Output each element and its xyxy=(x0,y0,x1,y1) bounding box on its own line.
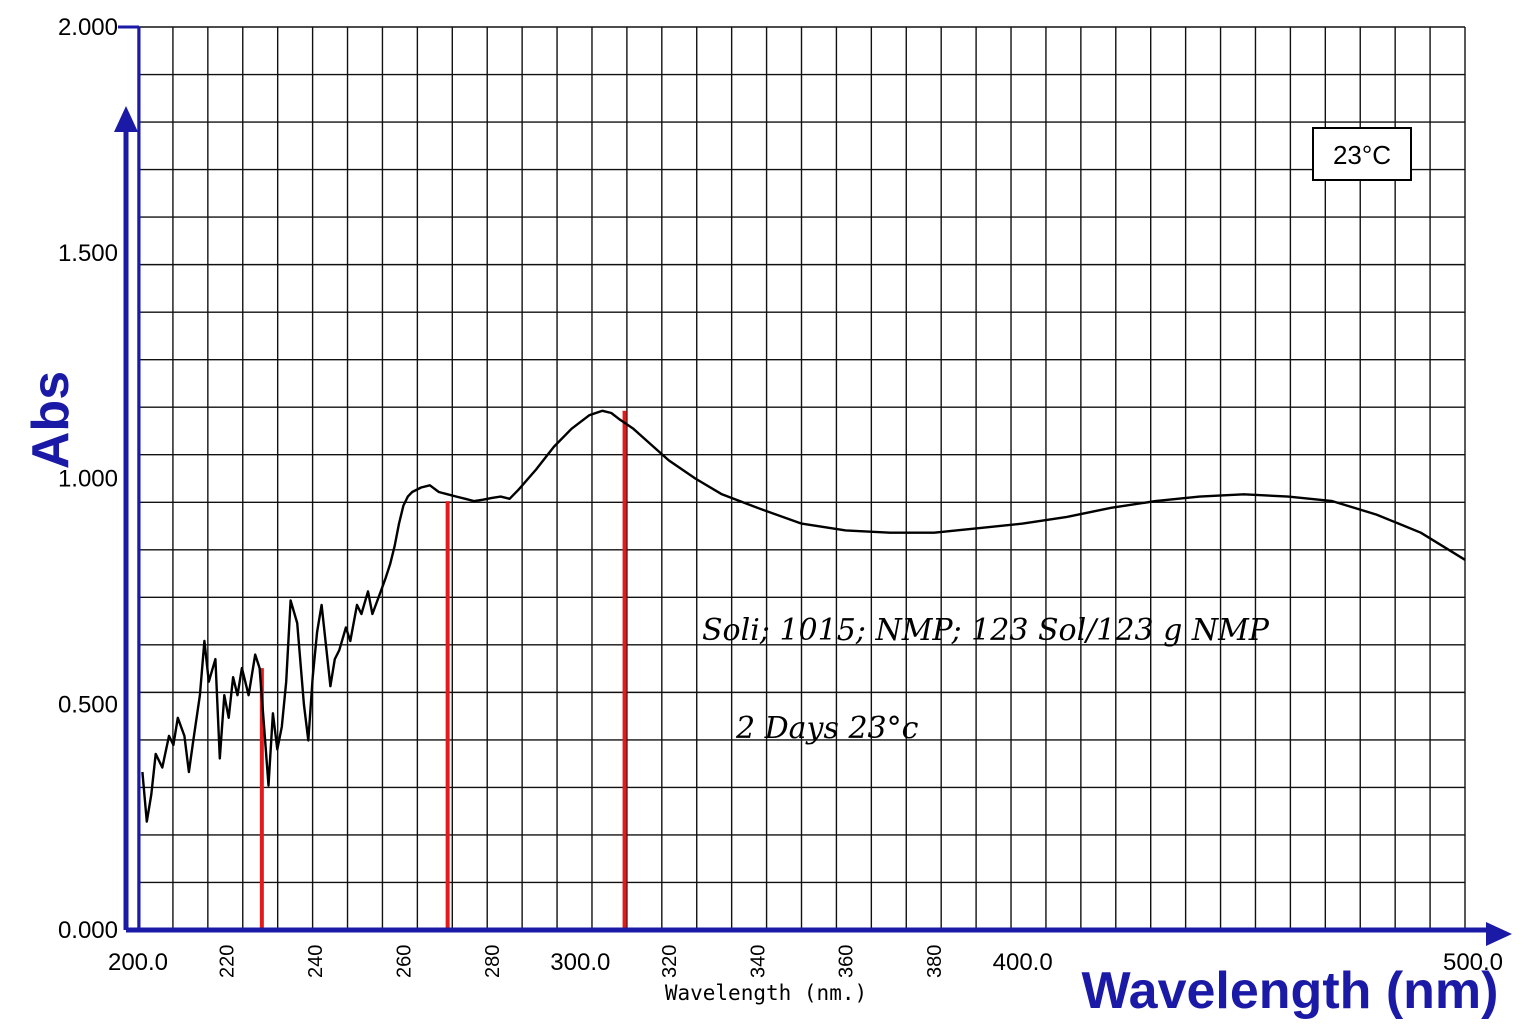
temperature-box-text: 23°C xyxy=(1333,140,1391,170)
x-minor-tick-label: 320 xyxy=(659,945,681,978)
y-tick-label: 1.500 xyxy=(58,240,118,267)
y-axis-arrow-icon xyxy=(114,106,138,132)
x-tick-label: 500.0 xyxy=(1443,949,1503,976)
grid xyxy=(137,26,1466,931)
x-minor-tick-label: 240 xyxy=(305,945,327,978)
spectrum-line xyxy=(141,409,1466,823)
x-axis-label: Wavelength (nm) xyxy=(1082,962,1499,1020)
x-minor-tick-label: 220 xyxy=(216,945,238,978)
x-tick-label: 400.0 xyxy=(993,949,1053,976)
y-tick-label: 1.000 xyxy=(58,466,118,493)
y-tick-label: 2.000 xyxy=(58,14,118,41)
y-tick-label: 0.000 xyxy=(58,917,118,944)
x-minor-tick-label: 380 xyxy=(924,945,946,978)
tick-labels: 0.000 0.500 1.000 1.500 2.000 200.0 300.0 400.0… xyxy=(58,14,1503,978)
annotation-line-2: 2 Days 23°c xyxy=(735,711,919,746)
x-axis-label-small: Wavelength (nm.) xyxy=(665,981,867,1005)
plot-marks xyxy=(141,409,1466,930)
x-minor-tick-label: 360 xyxy=(836,945,858,978)
x-minor-tick-label: 260 xyxy=(393,945,415,978)
x-axis-arrow-icon xyxy=(1486,922,1512,946)
x-minor-tick-label: 340 xyxy=(747,945,769,978)
annotation-line-1: Soli; 1015; NMP; 123 Sol/123 g NMP xyxy=(702,613,1270,648)
x-tick-label: 200.0 xyxy=(108,949,168,976)
x-tick-label: 300.0 xyxy=(550,949,610,976)
axes xyxy=(114,25,1512,946)
y-axis-label: Abs xyxy=(22,371,80,469)
x-minor-tick-label: 280 xyxy=(482,945,504,978)
y-tick-label: 0.500 xyxy=(58,691,118,718)
temperature-box: 23°C xyxy=(1312,127,1412,181)
